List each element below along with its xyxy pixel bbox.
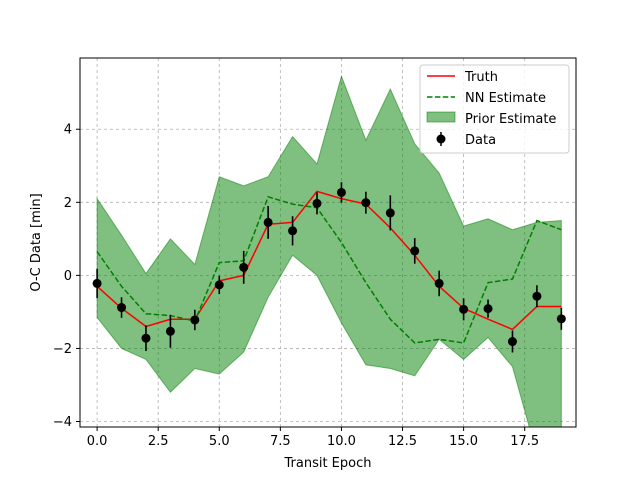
y-axis-label: O-C Data [min] <box>29 193 44 291</box>
data-point <box>190 315 200 325</box>
x-tick-label: 12.5 <box>388 434 417 449</box>
axes-frame <box>79 57 577 428</box>
data-point <box>239 262 249 272</box>
data-point <box>556 314 566 324</box>
legend-data-label: Data <box>465 133 496 148</box>
data-point <box>361 198 371 208</box>
x-axis-label: Transit Epoch <box>283 456 371 471</box>
prior-estimate-band <box>96 74 562 427</box>
x-tick-label: 5.0 <box>209 434 230 449</box>
plot-area <box>92 74 566 427</box>
data-point <box>483 304 493 314</box>
data-point <box>165 326 175 336</box>
legend-nn-label: NN Estimate <box>465 91 546 106</box>
data-point <box>336 187 346 197</box>
legend-prior-label: Prior Estimate <box>465 112 556 127</box>
data-point <box>532 291 542 301</box>
data-point <box>214 280 224 290</box>
data-point <box>92 278 102 288</box>
x-tick-label: 10.0 <box>327 434 356 449</box>
data-point <box>117 303 127 313</box>
y-tick-label: −4 <box>53 415 72 430</box>
data-point <box>141 333 151 343</box>
ticks: 0.0 2.5 5.0 7.5 10.0 12.5 15.0 17.5 −4 −2 0 2 4 <box>53 123 539 449</box>
data-point <box>410 246 420 256</box>
legend-box <box>419 64 570 154</box>
y-tick-label: −2 <box>53 342 72 357</box>
truth-line <box>96 190 562 331</box>
data-point <box>312 198 322 208</box>
data-point <box>459 304 469 314</box>
x-tick-label: 7.5 <box>270 434 291 449</box>
y-tick-label: 4 <box>64 123 72 138</box>
legend-truth-label: Truth <box>464 70 498 85</box>
data-point <box>385 208 395 218</box>
y-tick-label: 0 <box>64 269 72 284</box>
x-tick-label: 17.5 <box>510 434 539 449</box>
y-tick-label: 2 <box>64 196 72 211</box>
data-point <box>288 226 298 236</box>
data-point <box>434 278 444 288</box>
legend-prior-swatch <box>426 111 456 123</box>
legend: Truth NN Estimate Prior Estimate Data <box>419 64 570 154</box>
data-point <box>263 217 273 227</box>
legend-data-marker <box>436 134 446 144</box>
x-tick-label: 15.0 <box>449 434 478 449</box>
data-point <box>507 337 517 347</box>
nn-estimate-line <box>96 195 562 344</box>
x-tick-label: 2.5 <box>148 434 169 449</box>
x-tick-label: 0.0 <box>87 434 108 449</box>
